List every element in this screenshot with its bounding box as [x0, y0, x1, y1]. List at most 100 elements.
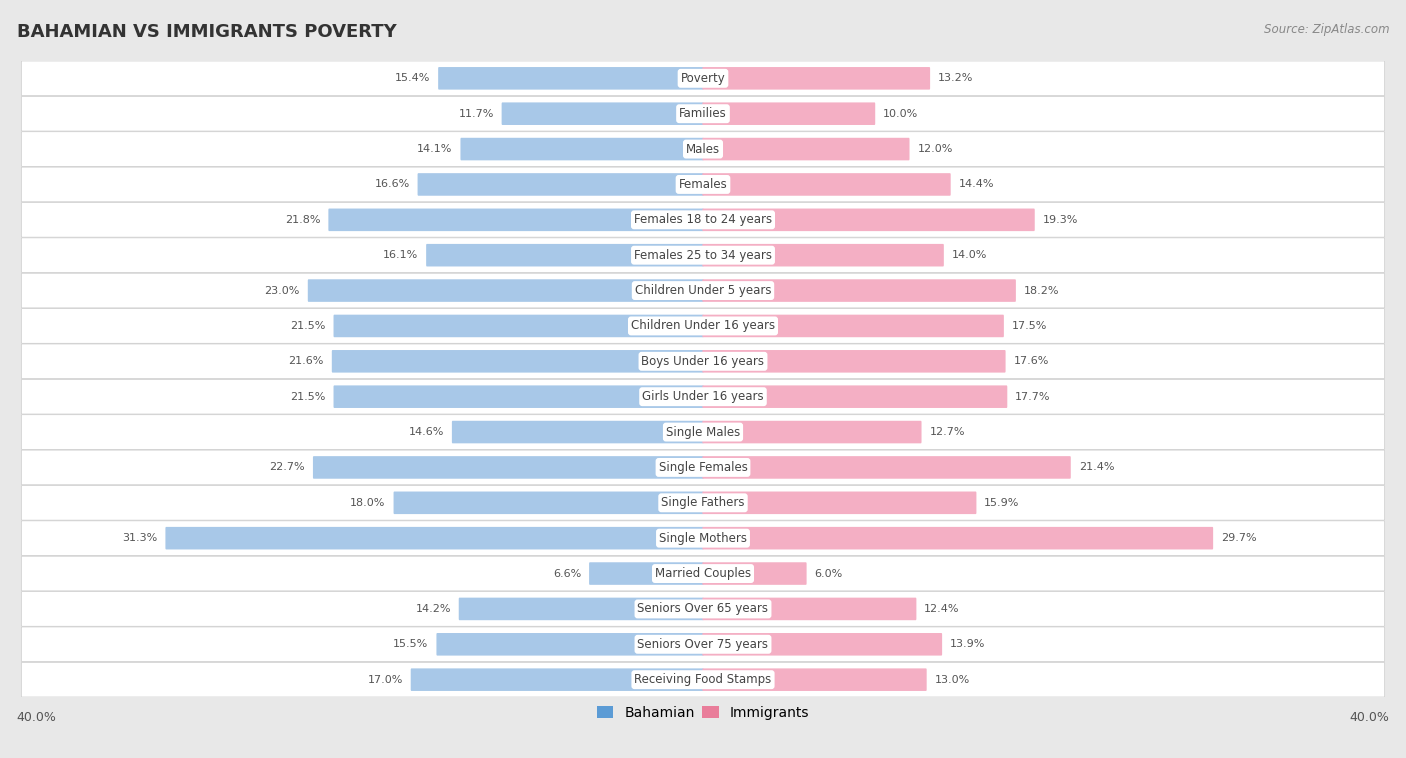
Text: 40.0%: 40.0%	[1350, 711, 1389, 724]
FancyBboxPatch shape	[332, 350, 703, 373]
FancyBboxPatch shape	[21, 379, 1385, 414]
FancyBboxPatch shape	[21, 521, 1385, 556]
Text: 15.4%: 15.4%	[395, 74, 430, 83]
Text: 17.0%: 17.0%	[367, 675, 402, 684]
Text: Source: ZipAtlas.com: Source: ZipAtlas.com	[1264, 23, 1389, 36]
Text: Children Under 16 years: Children Under 16 years	[631, 319, 775, 333]
Text: 15.9%: 15.9%	[984, 498, 1019, 508]
Text: 29.7%: 29.7%	[1220, 533, 1257, 543]
FancyBboxPatch shape	[21, 202, 1385, 237]
FancyBboxPatch shape	[21, 662, 1385, 697]
Text: Females 18 to 24 years: Females 18 to 24 years	[634, 213, 772, 227]
FancyBboxPatch shape	[21, 627, 1385, 662]
FancyBboxPatch shape	[439, 67, 703, 89]
Text: Girls Under 16 years: Girls Under 16 years	[643, 390, 763, 403]
Text: 10.0%: 10.0%	[883, 108, 918, 119]
FancyBboxPatch shape	[333, 385, 703, 408]
Text: Seniors Over 65 years: Seniors Over 65 years	[637, 603, 769, 615]
Text: 17.6%: 17.6%	[1014, 356, 1049, 366]
Text: Single Fathers: Single Fathers	[661, 496, 745, 509]
Text: 14.1%: 14.1%	[418, 144, 453, 154]
FancyBboxPatch shape	[502, 102, 703, 125]
FancyBboxPatch shape	[703, 138, 910, 161]
Text: Boys Under 16 years: Boys Under 16 years	[641, 355, 765, 368]
FancyBboxPatch shape	[21, 61, 1385, 96]
Text: 6.0%: 6.0%	[814, 568, 842, 578]
Text: Seniors Over 75 years: Seniors Over 75 years	[637, 637, 769, 651]
FancyBboxPatch shape	[703, 208, 1035, 231]
FancyBboxPatch shape	[418, 173, 703, 196]
FancyBboxPatch shape	[703, 491, 976, 514]
FancyBboxPatch shape	[703, 279, 1017, 302]
FancyBboxPatch shape	[703, 102, 875, 125]
FancyBboxPatch shape	[21, 167, 1385, 202]
Text: Families: Families	[679, 107, 727, 121]
Text: 13.0%: 13.0%	[935, 675, 970, 684]
Text: 12.0%: 12.0%	[917, 144, 953, 154]
Text: 14.0%: 14.0%	[952, 250, 987, 260]
Text: 18.0%: 18.0%	[350, 498, 385, 508]
Text: 6.6%: 6.6%	[553, 568, 581, 578]
Text: 21.6%: 21.6%	[288, 356, 323, 366]
Text: 16.1%: 16.1%	[382, 250, 418, 260]
Text: 14.2%: 14.2%	[415, 604, 451, 614]
FancyBboxPatch shape	[703, 385, 1007, 408]
Text: 15.5%: 15.5%	[394, 639, 429, 650]
Text: BAHAMIAN VS IMMIGRANTS POVERTY: BAHAMIAN VS IMMIGRANTS POVERTY	[17, 23, 396, 41]
FancyBboxPatch shape	[21, 415, 1385, 449]
Text: Receiving Food Stamps: Receiving Food Stamps	[634, 673, 772, 686]
FancyBboxPatch shape	[426, 244, 703, 267]
FancyBboxPatch shape	[451, 421, 703, 443]
FancyBboxPatch shape	[703, 633, 942, 656]
Text: Single Mothers: Single Mothers	[659, 531, 747, 545]
FancyBboxPatch shape	[21, 96, 1385, 131]
FancyBboxPatch shape	[21, 309, 1385, 343]
FancyBboxPatch shape	[703, 315, 1004, 337]
FancyBboxPatch shape	[166, 527, 703, 550]
FancyBboxPatch shape	[329, 208, 703, 231]
Text: Males: Males	[686, 143, 720, 155]
Text: 17.5%: 17.5%	[1012, 321, 1047, 331]
FancyBboxPatch shape	[394, 491, 703, 514]
Text: 18.2%: 18.2%	[1024, 286, 1059, 296]
FancyBboxPatch shape	[703, 597, 917, 620]
Text: Females 25 to 34 years: Females 25 to 34 years	[634, 249, 772, 262]
Text: 11.7%: 11.7%	[458, 108, 494, 119]
Text: 22.7%: 22.7%	[270, 462, 305, 472]
Text: 21.8%: 21.8%	[285, 215, 321, 225]
Text: 13.2%: 13.2%	[938, 74, 973, 83]
FancyBboxPatch shape	[21, 556, 1385, 591]
Text: Children Under 5 years: Children Under 5 years	[634, 284, 772, 297]
FancyBboxPatch shape	[21, 238, 1385, 273]
Text: 40.0%: 40.0%	[17, 711, 56, 724]
FancyBboxPatch shape	[21, 344, 1385, 379]
FancyBboxPatch shape	[458, 597, 703, 620]
Text: 14.6%: 14.6%	[409, 427, 444, 437]
FancyBboxPatch shape	[21, 450, 1385, 485]
FancyBboxPatch shape	[21, 591, 1385, 626]
Text: 17.7%: 17.7%	[1015, 392, 1050, 402]
Text: Single Females: Single Females	[658, 461, 748, 474]
Text: 19.3%: 19.3%	[1043, 215, 1078, 225]
FancyBboxPatch shape	[703, 67, 931, 89]
Text: 31.3%: 31.3%	[122, 533, 157, 543]
FancyBboxPatch shape	[460, 138, 703, 161]
FancyBboxPatch shape	[411, 669, 703, 691]
Text: 23.0%: 23.0%	[264, 286, 299, 296]
FancyBboxPatch shape	[21, 132, 1385, 167]
Text: 21.5%: 21.5%	[290, 321, 326, 331]
FancyBboxPatch shape	[436, 633, 703, 656]
FancyBboxPatch shape	[703, 562, 807, 585]
FancyBboxPatch shape	[703, 527, 1213, 550]
FancyBboxPatch shape	[703, 669, 927, 691]
FancyBboxPatch shape	[703, 350, 1005, 373]
FancyBboxPatch shape	[308, 279, 703, 302]
Text: 21.5%: 21.5%	[290, 392, 326, 402]
FancyBboxPatch shape	[21, 485, 1385, 520]
Text: 12.4%: 12.4%	[924, 604, 960, 614]
FancyBboxPatch shape	[314, 456, 703, 479]
Text: 13.9%: 13.9%	[950, 639, 986, 650]
FancyBboxPatch shape	[703, 173, 950, 196]
Text: Females: Females	[679, 178, 727, 191]
Legend: Bahamian, Immigrants: Bahamian, Immigrants	[592, 700, 814, 725]
